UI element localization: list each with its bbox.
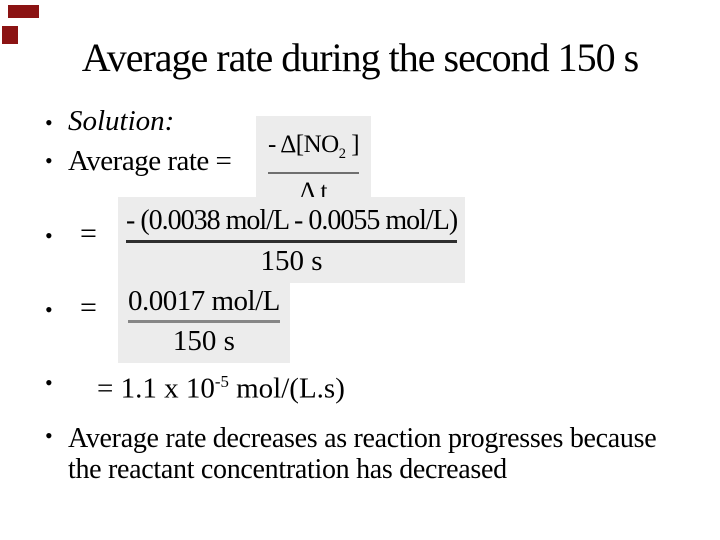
bullet-icon: • <box>45 423 53 448</box>
bullet-icon: • <box>45 223 53 248</box>
solution-label: Solution: <box>68 105 175 137</box>
average-rate-label: Average rate = <box>68 145 232 177</box>
bullet-icon: • <box>45 370 53 395</box>
fraction: - (0.0038 mol/L - 0.0055 mol/L) 150 s <box>126 204 458 278</box>
fraction-numerator: - Δ[NO2 ] <box>268 130 360 169</box>
equation-substitution: - (0.0038 mol/L - 0.0055 mol/L) 150 s <box>118 197 466 283</box>
bullet-icon: • <box>45 110 53 135</box>
fraction-numerator: - (0.0038 mol/L - 0.0055 mol/L) <box>126 205 458 236</box>
fraction-bar <box>126 240 458 243</box>
fraction-denominator: 150 s <box>172 325 235 357</box>
fraction: 0.0017 mol/L 150 s <box>128 284 280 358</box>
fraction: - Δ[NO2 ] Δ t <box>268 130 360 206</box>
result-units: mol/(L.s) <box>228 372 345 405</box>
corner-accent-square <box>2 26 18 44</box>
slide-title: Average rate during the second 150 s <box>81 35 639 80</box>
numerator-text: - Δ[NO <box>268 131 339 158</box>
numerator-close: ] <box>345 131 360 158</box>
fraction-numerator: 0.0017 mol/L <box>128 285 280 317</box>
result-exponent: -5 <box>214 372 229 391</box>
corner-accent-bar <box>8 5 39 18</box>
result-value: = 1.1 x 10-5 mol/(L.s) <box>97 365 345 406</box>
fraction-denominator: 150 s <box>260 245 323 277</box>
equation-rate-definition: - Δ[NO2 ] Δ t <box>256 116 372 212</box>
bullet-icon: • <box>45 297 53 322</box>
equation-simplified: 0.0017 mol/L 150 s <box>118 277 290 363</box>
fraction-bar <box>128 320 280 323</box>
bullet-icon: • <box>45 148 53 173</box>
subscript-2: 2 <box>338 146 346 162</box>
equals-sign: = <box>80 217 97 250</box>
conclusion-text: Average rate decreases as reaction progr… <box>68 423 657 485</box>
equals-sign: = <box>80 291 97 324</box>
result-prefix: = 1.1 x 10 <box>97 372 215 405</box>
fraction-bar <box>268 172 360 174</box>
